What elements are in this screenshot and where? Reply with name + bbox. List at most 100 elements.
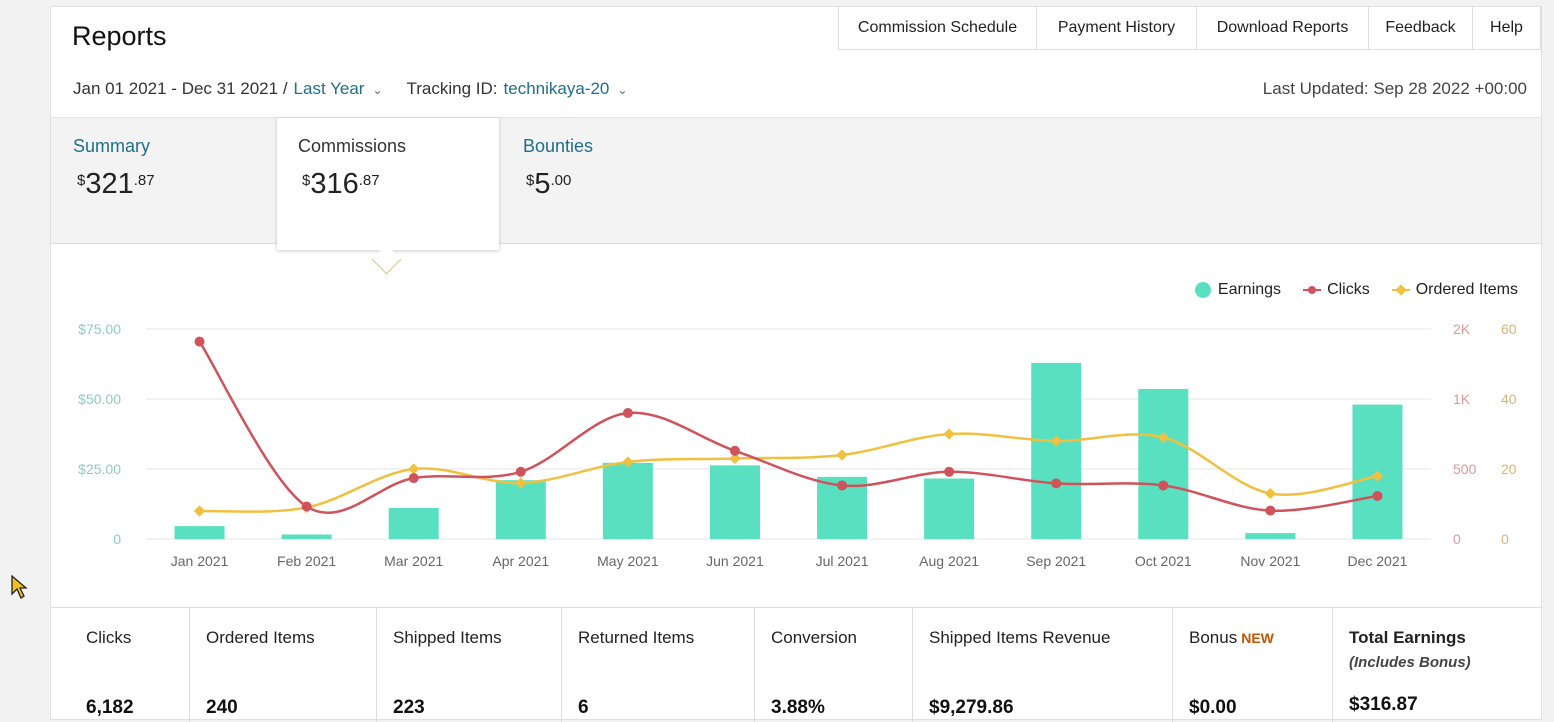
x-tick-label: Dec 2021: [1347, 553, 1407, 569]
reports-panel: Reports Commission Schedule Payment Hist…: [50, 6, 1542, 722]
metric-total-earnings: Total Earnings (Includes Bonus) $316.87: [1349, 628, 1471, 715]
metric-ordered-items: Ordered Items 240: [190, 608, 377, 722]
metrics-row: Clicks 6,182 Ordered Items 240 Shipped Ite…: [51, 607, 1541, 722]
chevron-down-icon[interactable]: ⌄: [617, 83, 628, 97]
clicks-line: [198, 340, 1378, 514]
x-tick-label: Aug 2021: [919, 553, 979, 569]
clicks-point: [622, 408, 633, 418]
chevron-down-icon[interactable]: ⌄: [372, 83, 383, 97]
x-tick-label: Nov 2021: [1240, 553, 1300, 569]
earnings-bar: [1031, 362, 1082, 539]
x-tick-label: May 2021: [597, 553, 659, 569]
nav-payment-history[interactable]: Payment History: [1037, 7, 1197, 49]
metric-conversion: Conversion 3.88%: [755, 608, 913, 722]
tab-commissions[interactable]: Commissions $316.87: [277, 118, 499, 250]
clicks-point: [1265, 505, 1276, 516]
clicks-point: [1051, 478, 1062, 489]
page-title: Reports: [72, 21, 167, 51]
y-tick-ordered: 60: [1501, 321, 1517, 337]
nav-help[interactable]: Help: [1473, 7, 1541, 49]
x-tick-label: Apr 2021: [492, 553, 549, 569]
chart-legend: Earnings Clicks Ordered Items: [1172, 281, 1518, 299]
tab-label: Summary: [73, 136, 151, 156]
ordered-items-point: [836, 449, 848, 461]
y-tick-left: $50.00: [78, 391, 121, 407]
tab-amount: $321.87: [77, 168, 155, 200]
y-tick-ordered: 20: [1501, 461, 1517, 477]
clicks-point: [729, 445, 740, 456]
period-dropdown[interactable]: Last Year: [293, 79, 365, 98]
metric-shipped-revenue: Shipped Items Revenue $9,279.86: [913, 608, 1173, 722]
tab-label: Commissions: [298, 136, 407, 156]
y-tick-clicks: 500: [1453, 461, 1477, 477]
x-tick-label: Oct 2021: [1135, 553, 1192, 569]
x-tick-label: Jun 2021: [706, 553, 764, 569]
last-updated: Last Updated: Sep 28 2022 +00:00: [1262, 79, 1527, 98]
legend-ordered-items[interactable]: Ordered Items: [1391, 281, 1518, 299]
clicks-point: [944, 466, 955, 477]
ordered-items-point: [943, 428, 955, 440]
date-range: Jan 01 2021 - Dec 31 2021 /: [73, 79, 288, 98]
ordered-items-line: [199, 432, 1378, 513]
ordered-items-point: [729, 452, 741, 465]
legend-clicks[interactable]: Clicks: [1303, 281, 1370, 299]
clicks-point: [837, 480, 848, 491]
earnings-chart: $75.00 2K 60 $50.00 1K 40 $25.00 500 20 0 0 0 Jan 20…: [78, 321, 1517, 569]
clicks-point: [301, 501, 312, 512]
clicks-point: [408, 473, 419, 484]
filters-row: Jan 01 2021 - Dec 31 2021 / Last Year ⌄ …: [73, 79, 627, 99]
x-tick-label: Mar 2021: [384, 553, 443, 569]
ordered-items-point: [622, 456, 634, 468]
tab-amount: $316.87: [302, 168, 380, 200]
earnings-bar: [924, 478, 975, 539]
y-tick-left: $75.00: [78, 321, 121, 337]
tab-amount: $5.00: [526, 168, 572, 200]
tab-bounties[interactable]: Bounties $5.00: [499, 118, 719, 245]
y-tick-left: $25.00: [78, 461, 121, 477]
tracking-id-dropdown[interactable]: technikaya-20: [503, 79, 610, 98]
x-tick-label: Sep 2021: [1026, 553, 1086, 569]
ordered-items-point: [1371, 470, 1384, 482]
metric-clicks: Clicks 6,182: [51, 608, 190, 722]
ordered-items-point: [1157, 431, 1169, 444]
clicks-point: [515, 466, 526, 477]
clicks-point: [1158, 480, 1169, 491]
new-badge: NEW: [1241, 630, 1274, 646]
y-tick-clicks: 0: [1453, 531, 1461, 547]
earnings-bar: [709, 465, 760, 539]
legend-earnings[interactable]: Earnings: [1194, 281, 1281, 299]
x-tick-label: Jul 2021: [816, 553, 869, 569]
tab-summary[interactable]: Summary $321.87: [51, 118, 277, 245]
metric-bonus: Bonus NEW $0.00: [1173, 608, 1333, 722]
y-tick-ordered: 40: [1501, 391, 1517, 407]
ordered-items-point: [1264, 487, 1277, 500]
y-tick-clicks: 1K: [1453, 391, 1471, 407]
ordered-items-point: [408, 463, 420, 475]
earnings-bar: [174, 526, 225, 539]
earnings-bar: [602, 462, 653, 539]
ordered-items-point: [515, 477, 527, 489]
metric-shipped-items: Shipped Items 223: [377, 608, 562, 722]
metric-returned-items: Returned Items 6: [562, 608, 755, 722]
y-tick-ordered: 0: [1501, 531, 1509, 547]
earnings-bar: [1245, 533, 1296, 539]
earnings-bar: [281, 534, 332, 539]
earnings-bar: [1138, 388, 1189, 539]
y-tick-clicks: 2K: [1453, 321, 1471, 337]
clicks-point: [1372, 490, 1383, 501]
ordered-items-point: [193, 505, 206, 517]
earnings-bar: [388, 507, 439, 539]
x-tick-label: Jan 2021: [171, 553, 229, 569]
y-tick-left: 0: [113, 531, 121, 547]
tab-label: Bounties: [523, 136, 594, 156]
mouse-cursor-icon: [11, 574, 28, 599]
top-nav: Commission Schedule Payment History Down…: [838, 7, 1541, 50]
earnings-bar: [495, 480, 546, 539]
tabs-band: Summary $321.87 Commissions $316.87 Boun…: [51, 117, 1541, 250]
nav-download-reports[interactable]: Download Reports: [1197, 7, 1369, 49]
clicks-point: [194, 336, 205, 347]
ordered-items-point: [1050, 435, 1062, 447]
nav-feedback[interactable]: Feedback: [1369, 7, 1473, 49]
tracking-label: Tracking ID:: [406, 79, 498, 98]
nav-commission-schedule[interactable]: Commission Schedule: [839, 7, 1037, 49]
